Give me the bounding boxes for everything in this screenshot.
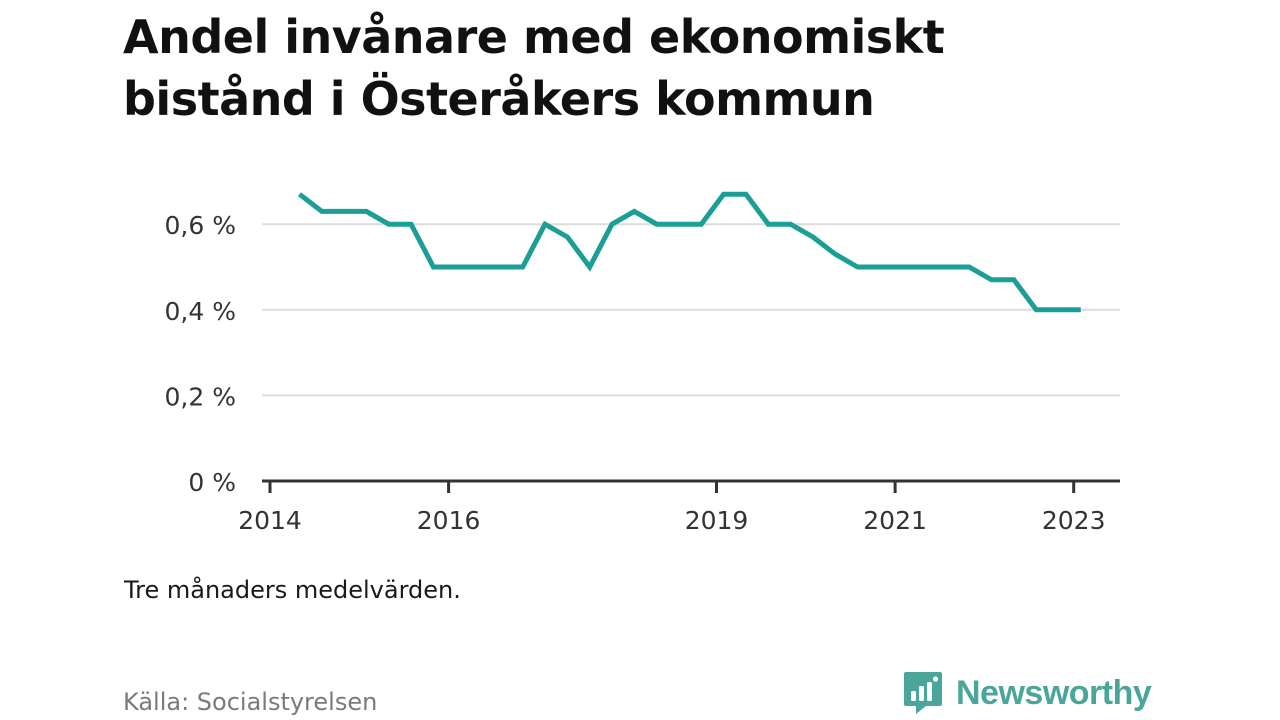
source-credit: Källa: Socialstyrelsen [123,688,378,716]
y-tick-label: 0,2 % [165,382,236,411]
series-layer [297,191,1081,313]
y-tick-label: 0 % [188,468,236,497]
x-tick-label: 2021 [863,506,927,535]
y-tick-label: 0,4 % [165,297,236,326]
x-axis-ticks: 2014 2016 2019 2021 2023 [238,481,1106,535]
chart-bubble-icon [904,672,942,714]
brand-logo: Newsworthy [902,670,1152,716]
brand-name: Newsworthy [956,673,1152,712]
x-tick-label: 2023 [1042,506,1106,535]
y-tick-label: 0,6 % [165,211,236,240]
x-tick-label: 2019 [685,506,749,535]
chart-title: Andel invånare med ekonomiskt bistånd i … [123,10,945,126]
y-axis-ticks: 0 % 0,2 % 0,4 % 0,6 % [165,211,236,497]
gridlines [262,223,1120,397]
series-line [297,191,1081,313]
x-tick-label: 2016 [417,506,481,535]
x-tick-label: 2014 [238,506,302,535]
chart-note: Tre månaders medelvärden. [124,576,461,604]
